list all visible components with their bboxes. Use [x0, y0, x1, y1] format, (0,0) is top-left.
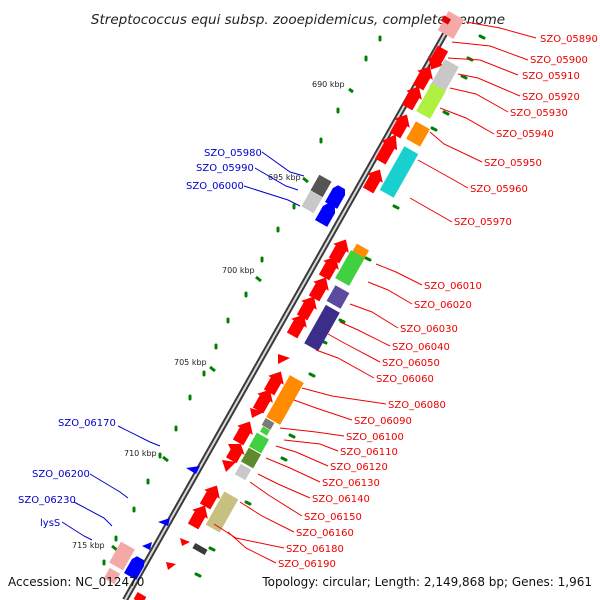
- gene-block: [240, 447, 262, 469]
- gene-block: [416, 83, 446, 119]
- gene-triangle: [278, 354, 290, 364]
- gene-triangle: [158, 518, 170, 526]
- gene-block: [379, 146, 419, 198]
- gene-block: [335, 250, 365, 286]
- gene-label[interactable]: SZO_06170: [58, 418, 116, 429]
- gene-block: [326, 285, 350, 309]
- gene-label[interactable]: SZO_06180: [286, 544, 344, 555]
- gene-block: [406, 121, 430, 147]
- gene-label[interactable]: SZO_05900: [530, 55, 588, 66]
- tick-dots: [102, 34, 486, 578]
- genome-backbone: [122, 14, 458, 600]
- gene-label[interactable]: SZO_06140: [312, 494, 370, 505]
- scale-label: 715 kbp: [72, 541, 105, 550]
- gene-block: [437, 10, 465, 40]
- gene-block: [301, 190, 323, 214]
- gene-label[interactable]: SZO_06160: [296, 528, 354, 539]
- gene-label[interactable]: lysS: [40, 518, 60, 529]
- gene-label[interactable]: SZO_06000: [186, 181, 244, 192]
- scale-ticks: 690 kbp 695 kbp 700 kbp 705 kbp 710 kbp …: [72, 80, 354, 552]
- gene-label[interactable]: SZO_06030: [400, 324, 458, 335]
- gene-label[interactable]: SZO_05950: [484, 158, 542, 169]
- gene-label[interactable]: SZO_06100: [346, 432, 404, 443]
- gene-label[interactable]: SZO_05930: [510, 108, 568, 119]
- gene-block: [133, 592, 147, 600]
- gene-label[interactable]: SZO_06200: [32, 469, 90, 480]
- gene-label[interactable]: SZO_06130: [322, 478, 380, 489]
- gene-label[interactable]: SZO_06190: [278, 559, 336, 570]
- gene-block: [103, 567, 121, 585]
- gene-label[interactable]: SZO_05990: [196, 163, 254, 174]
- gene-label[interactable]: SZO_06150: [304, 512, 362, 523]
- gene-label[interactable]: SZO_06060: [376, 374, 434, 385]
- gene-block: [260, 426, 270, 436]
- gene-label[interactable]: SZO_06080: [388, 400, 446, 411]
- right-gene-labels: SZO_05890 SZO_05900 SZO_05910 SZO_05920 …: [278, 34, 598, 570]
- left-leader-lines: [61, 151, 305, 541]
- scale-label: 690 kbp: [312, 80, 345, 89]
- accession-text: Accession: NC_012470: [8, 575, 144, 589]
- gene-block: [441, 15, 451, 25]
- right-leader-lines: [213, 21, 537, 564]
- gene-block: [304, 304, 340, 352]
- gene-label[interactable]: SZO_05940: [496, 129, 554, 140]
- gene-label[interactable]: SZO_06230: [18, 495, 76, 506]
- gene-label[interactable]: SZO_06040: [392, 342, 450, 353]
- gene-block: [310, 174, 332, 198]
- gene-triangle: [250, 408, 264, 418]
- gene-label[interactable]: SZO_06010: [424, 281, 482, 292]
- gene-label[interactable]: SZO_06050: [382, 358, 440, 369]
- gene-block: [248, 432, 270, 454]
- gene-label[interactable]: SZO_05970: [454, 217, 512, 228]
- gene-block: [192, 542, 208, 556]
- gene-label[interactable]: SZO_05910: [522, 71, 580, 82]
- map-title: Streptococcus equi subsp. zooepidemicus,…: [91, 12, 505, 28]
- gene-label[interactable]: SZO_06090: [354, 416, 412, 427]
- gene-triangle: [186, 466, 200, 474]
- left-gene-labels: SZO_05980 SZO_05990 SZO_06000 SZO_06170 …: [18, 148, 262, 529]
- gene-label[interactable]: SZO_06020: [414, 300, 472, 311]
- gene-block: [234, 463, 252, 481]
- scale-label: 700 kbp: [222, 266, 255, 275]
- gene-label[interactable]: SZO_06110: [340, 447, 398, 458]
- reverse-strand-genes: [103, 174, 348, 600]
- gene-label[interactable]: SZO_05980: [204, 148, 262, 159]
- gene-triangle: [166, 562, 176, 570]
- gene-block: [266, 375, 304, 425]
- genome-summary-text: Topology: circular; Length: 2,149,868 bp…: [261, 575, 592, 589]
- gene-block: [109, 541, 135, 571]
- scale-label: 710 kbp: [124, 449, 157, 458]
- gene-triangle: [180, 538, 190, 546]
- gene-triangle: [222, 460, 236, 472]
- scale-label: 705 kbp: [174, 358, 207, 367]
- gene-label[interactable]: SZO_05920: [522, 92, 580, 103]
- scale-label: 695 kbp: [268, 173, 301, 182]
- gene-block: [261, 418, 275, 430]
- gene-triangle: [142, 542, 152, 550]
- forward-strand-genes: [166, 10, 465, 570]
- gene-block: [205, 491, 239, 533]
- gene-label[interactable]: SZO_06120: [330, 462, 388, 473]
- gene-label[interactable]: SZO_05960: [470, 184, 528, 195]
- gene-label[interactable]: SZO_05890: [540, 34, 598, 45]
